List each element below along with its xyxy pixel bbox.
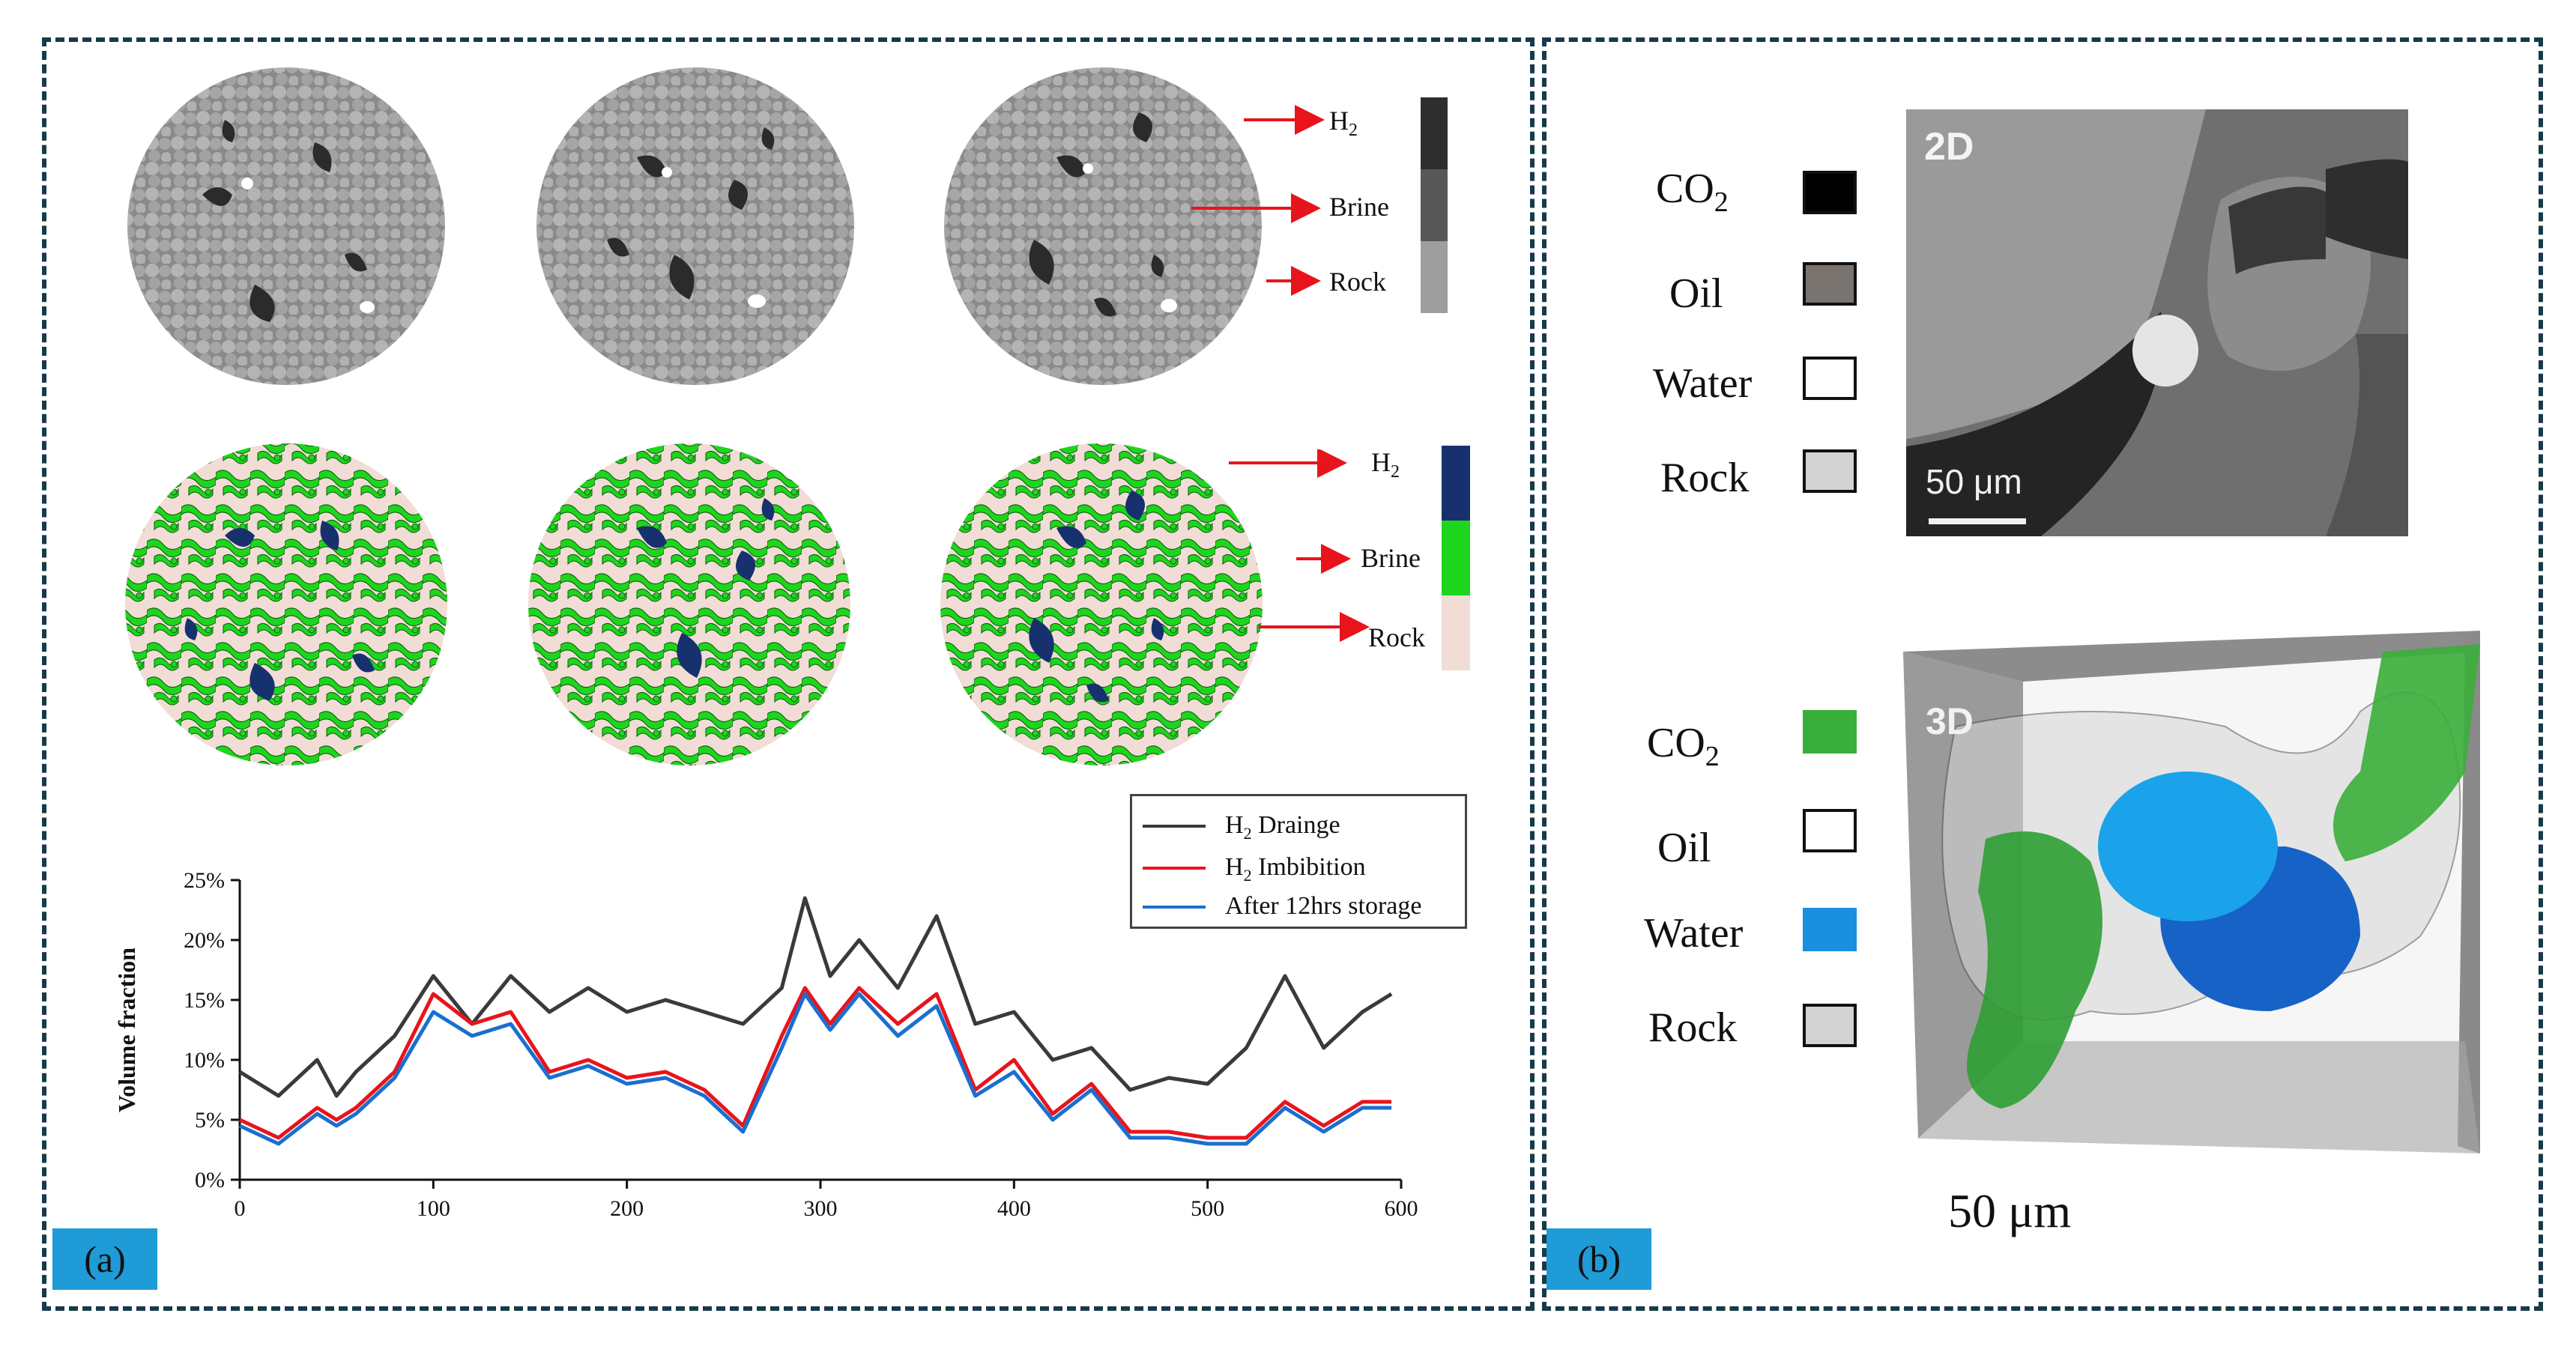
- panel-b-label: (b): [1546, 1228, 1651, 1290]
- panel-b: [1542, 37, 2543, 1311]
- legend3d-rock-swatch: [1803, 1004, 1857, 1047]
- legend2d-co2-swatch: [1803, 171, 1857, 214]
- ct-disk-2: [536, 67, 854, 385]
- series-line-1: [238, 986, 1392, 1140]
- ct-disk-3: [944, 67, 1262, 385]
- legend2d-oil-label: Oil: [1669, 270, 1723, 317]
- image-3d-tag: 3D: [1926, 700, 1974, 742]
- seg-arrows: [1229, 449, 1370, 642]
- legend-text-imbibition: H2 Imbibition: [1225, 853, 1366, 885]
- legend3d-oil-swatch: [1803, 809, 1857, 852]
- image-2d-graphic: [1906, 109, 2408, 536]
- gray-label-h2: H2: [1329, 106, 1358, 141]
- seg-label-rock: Rock: [1368, 622, 1425, 652]
- gray-legend-brine-swatch: [1421, 169, 1448, 241]
- x-tick-label: 0: [235, 1196, 246, 1221]
- legend3d-water-label: Water: [1644, 910, 1744, 957]
- legend2d-oil-swatch: [1803, 262, 1857, 306]
- legend3d-co2-label: CO2: [1647, 720, 1720, 773]
- image-2d-tag: 2D: [1924, 125, 1974, 169]
- legend-line-drainge: [1143, 825, 1206, 828]
- gray-label-brine: Brine: [1329, 192, 1389, 222]
- legend-line-imbibition: [1143, 867, 1206, 870]
- panel-a-label: (a): [52, 1228, 157, 1290]
- image-3d: 3D: [1903, 631, 2480, 1154]
- chart-legend: H2 Drainge H2 Imbibition After 12hrs sto…: [1130, 794, 1467, 929]
- legend-item-imbibition: H2 Imbibition: [1143, 853, 1457, 885]
- legend-item-drainge: H2 Drainge: [1143, 811, 1457, 843]
- legend3d-co2-swatch: [1803, 710, 1857, 754]
- ct-disk-1: [127, 67, 445, 385]
- legend-text-storage: After 12hrs storage: [1225, 892, 1422, 920]
- volume-fraction-chart: 0 100 200 300 400 500 600 0% 5% 10% 15% 20% 25% Volum…: [113, 868, 1418, 1221]
- legend-item-storage: After 12hrs storage: [1143, 892, 1465, 922]
- y-tick-label: 0%: [195, 1168, 225, 1192]
- y-tick-label: 15%: [184, 988, 225, 1013]
- y-tick-label: 25%: [184, 868, 225, 893]
- x-tick-label: 300: [804, 1196, 838, 1221]
- legend3d-oil-label: Oil: [1657, 825, 1711, 871]
- seg-legend-brine-swatch: [1442, 521, 1470, 595]
- segmented-row: [125, 443, 1263, 766]
- legend2d-rock-label: Rock: [1660, 455, 1750, 501]
- seg-label-brine: Brine: [1361, 543, 1421, 573]
- seg-label-h2: H2: [1371, 447, 1400, 482]
- image-2d: 2D 50 μm: [1906, 109, 2408, 536]
- panel-a: [42, 37, 1535, 1311]
- y-tick-label: 5%: [195, 1108, 225, 1133]
- legend3d-water-swatch: [1803, 908, 1857, 951]
- seg-disk-3: [940, 443, 1263, 766]
- legend-line-storage: [1143, 906, 1206, 909]
- legend2d-water-label: Water: [1653, 360, 1753, 407]
- seg-disk-1: [125, 443, 447, 766]
- image-2d-scalebar-label: 50 μm: [1926, 462, 2022, 501]
- x-tick-label: 100: [417, 1196, 450, 1221]
- legend2d-water-swatch: [1803, 357, 1857, 400]
- ct-grayscale-row: [127, 67, 1262, 385]
- seg-legend-h2-swatch: [1442, 446, 1470, 521]
- x-tick-label: 600: [1385, 1196, 1418, 1221]
- y-tick-label: 10%: [184, 1048, 225, 1073]
- legend-text-drainge: H2 Drainge: [1225, 811, 1340, 843]
- series-line-2: [238, 992, 1392, 1146]
- x-tick-label: 200: [610, 1196, 644, 1221]
- image-2d-scalebar: [1929, 518, 2026, 524]
- series-line-0: [238, 896, 1393, 1098]
- x-tick-label: 400: [997, 1196, 1031, 1221]
- gray-legend-rock-swatch: [1421, 241, 1448, 313]
- y-axis-label: Volume fraction: [113, 948, 140, 1112]
- legend2d-rock-swatch: [1803, 449, 1857, 493]
- seg-disk-2: [528, 443, 850, 766]
- gray-label-rock: Rock: [1329, 267, 1386, 297]
- gray-legend-h2-swatch: [1421, 97, 1448, 169]
- x-tick-label: 500: [1191, 1196, 1224, 1221]
- legend2d-co2-label: CO2: [1656, 166, 1729, 219]
- y-tick-label: 20%: [184, 928, 225, 953]
- legend3d-rock-label: Rock: [1648, 1004, 1738, 1051]
- gray-arrows: [1191, 105, 1325, 296]
- seg-legend-rock-swatch: [1442, 595, 1470, 670]
- image-3d-scalebar-label: 50 μm: [1948, 1184, 2072, 1237]
